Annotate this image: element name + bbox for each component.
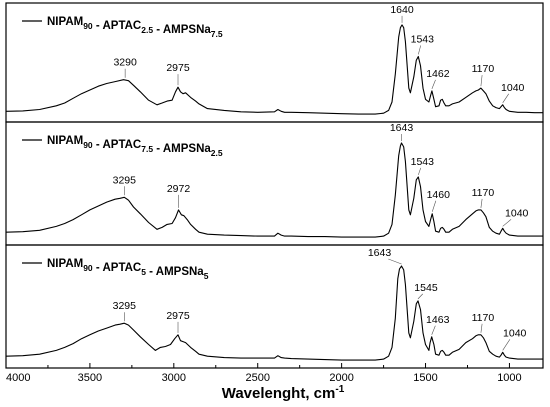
peak-leader-line: [502, 93, 509, 104]
legend-label-part: NIPAM: [47, 16, 83, 28]
peak-leader-line: [431, 325, 436, 335]
peak-label: 3295: [113, 300, 137, 312]
legend-label: NIPAM90 - APTAC5 - AMPSNa5: [47, 258, 209, 281]
spectrum-line: [5, 265, 543, 361]
peak-label: 1463: [426, 314, 450, 326]
peak-leader-line: [480, 75, 483, 87]
peak-leader-line: [431, 79, 436, 90]
legend-label-subscript: 90: [83, 263, 93, 273]
legend-label-part: - AMPSNa: [153, 24, 211, 36]
legend-label-subscript: 90: [83, 21, 93, 31]
peak-leader-line: [388, 258, 402, 265]
legend-label-subscript: 7.5: [211, 29, 223, 39]
peak-label: 1040: [503, 327, 527, 339]
x-axis-title-text: Wavelenght, cm: [222, 385, 336, 402]
peak-label: 1545: [414, 282, 438, 294]
peak-leader-line: [417, 293, 423, 300]
legend-label-part: - APTAC: [93, 139, 142, 151]
peak-label: 1643: [390, 122, 414, 134]
legend-label-subscript: 5: [204, 271, 209, 281]
legend-label-part: NIPAM: [47, 135, 83, 147]
legend-label: NIPAM90 - APTAC2.5 - AMPSNa7.5: [47, 16, 223, 39]
peak-label: 3290: [113, 57, 137, 69]
x-tick-label: 3000: [162, 372, 186, 384]
peak-leader-line: [418, 167, 421, 176]
peak-label: 1640: [390, 4, 414, 16]
peak-leader-line: [431, 200, 437, 212]
peak-leader-line: [418, 45, 422, 55]
legend-label-subscript: 2.5: [141, 25, 153, 35]
peak-leader-line: [480, 323, 483, 333]
peak-label: 1040: [501, 82, 525, 94]
peak-label: 2975: [166, 62, 190, 74]
x-axis-title: Wavelenght, cm-1: [222, 384, 345, 402]
peak-label: 1040: [505, 207, 529, 219]
legend-label-part: - APTAC: [93, 20, 142, 32]
legend-label-part: - AMPSNa: [153, 143, 211, 155]
peak-label: 1643: [368, 247, 392, 259]
x-tick-label: 1000: [497, 372, 521, 384]
legend-label-subscript: 2.5: [211, 148, 223, 158]
spectrum-panel: NIPAM90 - APTAC2.5 - AMPSNa7.5 3290 2975 16…: [5, 2, 544, 123]
panel-frame: [5, 244, 544, 369]
x-tick-label: 2000: [329, 372, 353, 384]
peak-label: 1170: [472, 312, 495, 324]
spectrum-line: [5, 24, 543, 115]
peak-label: 1543: [411, 33, 435, 45]
legend-label-subscript: 90: [83, 140, 93, 150]
x-tick-label: 1500: [413, 372, 437, 384]
spectrum-panel: NIPAM90 - APTAC7.5 - AMPSNa2.5 3295 2972 16…: [5, 121, 544, 246]
x-axis-title-superscript: -1: [335, 384, 344, 395]
spectrum-line: [5, 142, 543, 238]
peak-label: 1170: [472, 187, 495, 199]
peak-leader-line: [502, 339, 511, 351]
peak-label: 1460: [427, 189, 451, 201]
peak-label: 1170: [472, 63, 495, 75]
x-tick-label: 4000: [6, 372, 30, 384]
peak-label: 3295: [113, 174, 137, 186]
legend-label-part: NIPAM: [47, 258, 83, 270]
legend-label-part: - AMPSNa: [146, 266, 204, 278]
legend-label-part: - APTAC: [93, 262, 142, 274]
peak-label: 2972: [167, 183, 191, 195]
spectrum-panel: NIPAM90 - APTAC5 - AMPSNa532952975164315…: [5, 244, 544, 369]
legend-label-subscript: 5: [141, 267, 146, 277]
peak-leader-line: [502, 219, 512, 227]
peak-leader-line: [480, 198, 483, 208]
peak-label: 1543: [411, 156, 435, 168]
legend-label: NIPAM90 - APTAC7.5 - AMPSNa2.5: [47, 135, 223, 158]
x-tick-label: 2500: [245, 372, 269, 384]
legend-label-subscript: 7.5: [141, 144, 153, 154]
x-axis: 4000 3500 3000 2500 2000 1500 1000: [5, 363, 522, 384]
peak-label: 2975: [166, 310, 190, 322]
peak-label: 1462: [426, 68, 450, 80]
x-tick-label: 3500: [78, 372, 102, 384]
